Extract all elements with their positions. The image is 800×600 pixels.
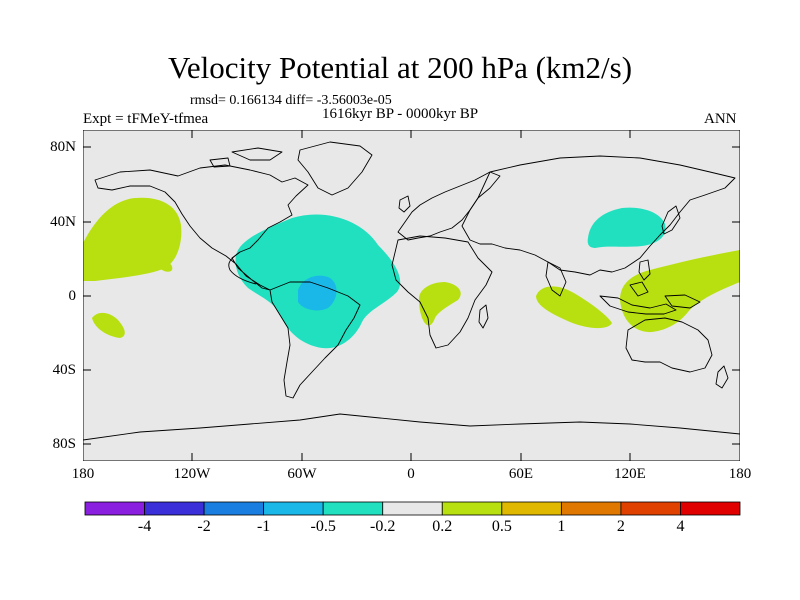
longitude-ticks <box>191 130 631 461</box>
lon-label-180-east: 180 <box>728 466 752 482</box>
colorbar-label: -1 <box>256 518 271 535</box>
colorbar-swatch <box>560 501 622 516</box>
map-plot-area <box>83 130 740 461</box>
colorbar-swatch <box>263 501 324 516</box>
coast-philippines <box>638 259 651 281</box>
colorbar-label: 2 <box>616 518 625 535</box>
lat-label-80S: 80S <box>52 436 76 452</box>
maritime-continent-positive-region <box>620 250 740 333</box>
stats-line: rmsd= 0.166134 diff= -3.56003e-05 <box>190 93 392 108</box>
colorbar-label: 0.2 <box>432 518 453 535</box>
experiment-label: Expt = tFMeY-tfmea <box>83 111 209 127</box>
latitude-ticks <box>83 146 740 445</box>
colorbar-swatch <box>620 501 681 516</box>
coast-japan <box>661 205 681 235</box>
colorbar-label: 0.5 <box>491 518 512 535</box>
colorbar-label: -2 <box>197 518 211 535</box>
coast-new-zealand <box>715 365 729 389</box>
south-pacific-positive-region <box>92 312 125 338</box>
colorbar-swatch <box>322 501 384 516</box>
coast-antarctica <box>83 413 740 441</box>
colorbar-swatch <box>382 501 443 516</box>
colorbar-label: -0.2 <box>370 518 396 535</box>
lat-label-40S: 40S <box>52 362 76 378</box>
coast-new-guinea <box>664 294 701 309</box>
lat-label-40N: 40N <box>50 214 76 230</box>
lon-label-60W: 60W <box>287 466 317 482</box>
lon-label-0: 0 <box>407 466 415 482</box>
colorbar-swatch <box>84 501 145 516</box>
coast-south-america <box>269 281 361 399</box>
colorbar-swatch <box>203 501 265 516</box>
colorbar-swatch <box>501 501 562 516</box>
north-pacific-positive-tail <box>160 261 173 272</box>
season-label: ANN <box>704 111 737 127</box>
colorbar-label: -0.5 <box>310 518 336 535</box>
coast-australia <box>625 317 713 373</box>
north-pacific-positive-region <box>83 197 182 281</box>
colorbar-swatch <box>441 501 503 516</box>
lat-label-80N: 80N <box>50 139 76 155</box>
period-label: 1616kyr BP - 0000kyr BP <box>322 106 479 122</box>
coast-madagascar <box>478 304 489 329</box>
colorbar-swatch <box>144 501 205 516</box>
lon-label-180-west: 180 <box>71 466 95 482</box>
indian-ocean-positive-region <box>536 286 612 329</box>
lon-label-120E: 120E <box>614 466 646 482</box>
coast-greenland <box>297 141 373 196</box>
lon-label-120W: 120W <box>173 466 211 482</box>
colorbar-label: 4 <box>676 518 685 535</box>
coast-indonesia <box>599 281 677 315</box>
colorbar-swatch <box>680 501 741 516</box>
lat-label-0: 0 <box>68 288 77 304</box>
coast-britain <box>398 195 411 213</box>
coastlines <box>83 141 740 441</box>
africa-positive-region <box>418 282 461 326</box>
colorbar-label: 1 <box>557 518 566 535</box>
coast-gulf-mexico <box>228 251 257 285</box>
coast-arctic-islands <box>209 147 283 168</box>
amazon-negative-core-region <box>298 275 337 311</box>
colorbar <box>84 501 741 516</box>
plot-title: Velocity Potential at 200 hPa (km2/s) <box>167 50 633 85</box>
coast-india <box>545 261 567 297</box>
lon-label-60E: 60E <box>508 466 534 482</box>
colorbar-label: -4 <box>137 518 152 535</box>
coast-asia <box>461 155 736 276</box>
coast-africa <box>391 235 493 349</box>
east-asia-negative-region <box>587 207 666 248</box>
coast-europe <box>397 171 501 241</box>
